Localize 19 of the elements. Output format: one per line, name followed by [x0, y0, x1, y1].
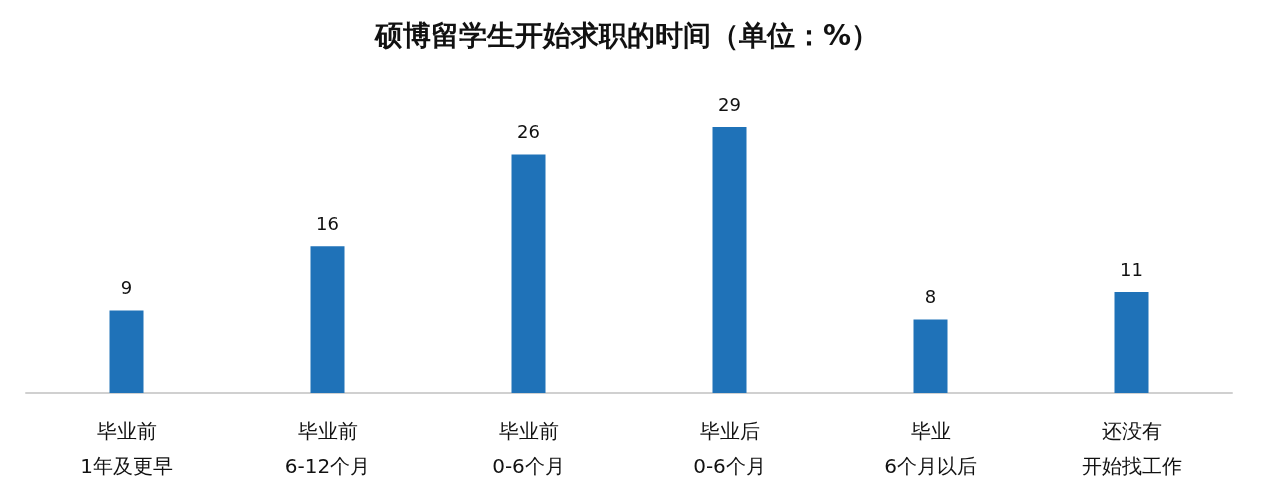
bar	[511, 154, 546, 393]
bar	[712, 127, 747, 393]
data-label: 9	[120, 276, 133, 298]
x-tick-label: 毕业前 6-12个月	[284, 418, 371, 478]
data-label: 8	[924, 286, 937, 308]
data-label: 26	[517, 121, 540, 143]
chart-title: 硕博留学生开始求职的时间（单位：%）	[373, 18, 880, 52]
x-tick-label: 还没有开始找工作	[1081, 418, 1182, 478]
bar	[1114, 292, 1149, 393]
x-tick-label: 毕业前 1年及更早	[80, 418, 173, 478]
x-tick-label: 毕业前 0-6个月	[492, 418, 565, 478]
bar	[109, 310, 144, 393]
x-tick-label: 毕业 6个月以后	[884, 418, 977, 478]
x-tick-label: 毕业后 0-6个月	[693, 418, 766, 478]
data-label: 29	[718, 93, 741, 115]
data-label: 11	[1120, 258, 1143, 280]
bar	[310, 246, 345, 393]
data-label: 16	[316, 212, 339, 234]
bar	[913, 319, 948, 393]
